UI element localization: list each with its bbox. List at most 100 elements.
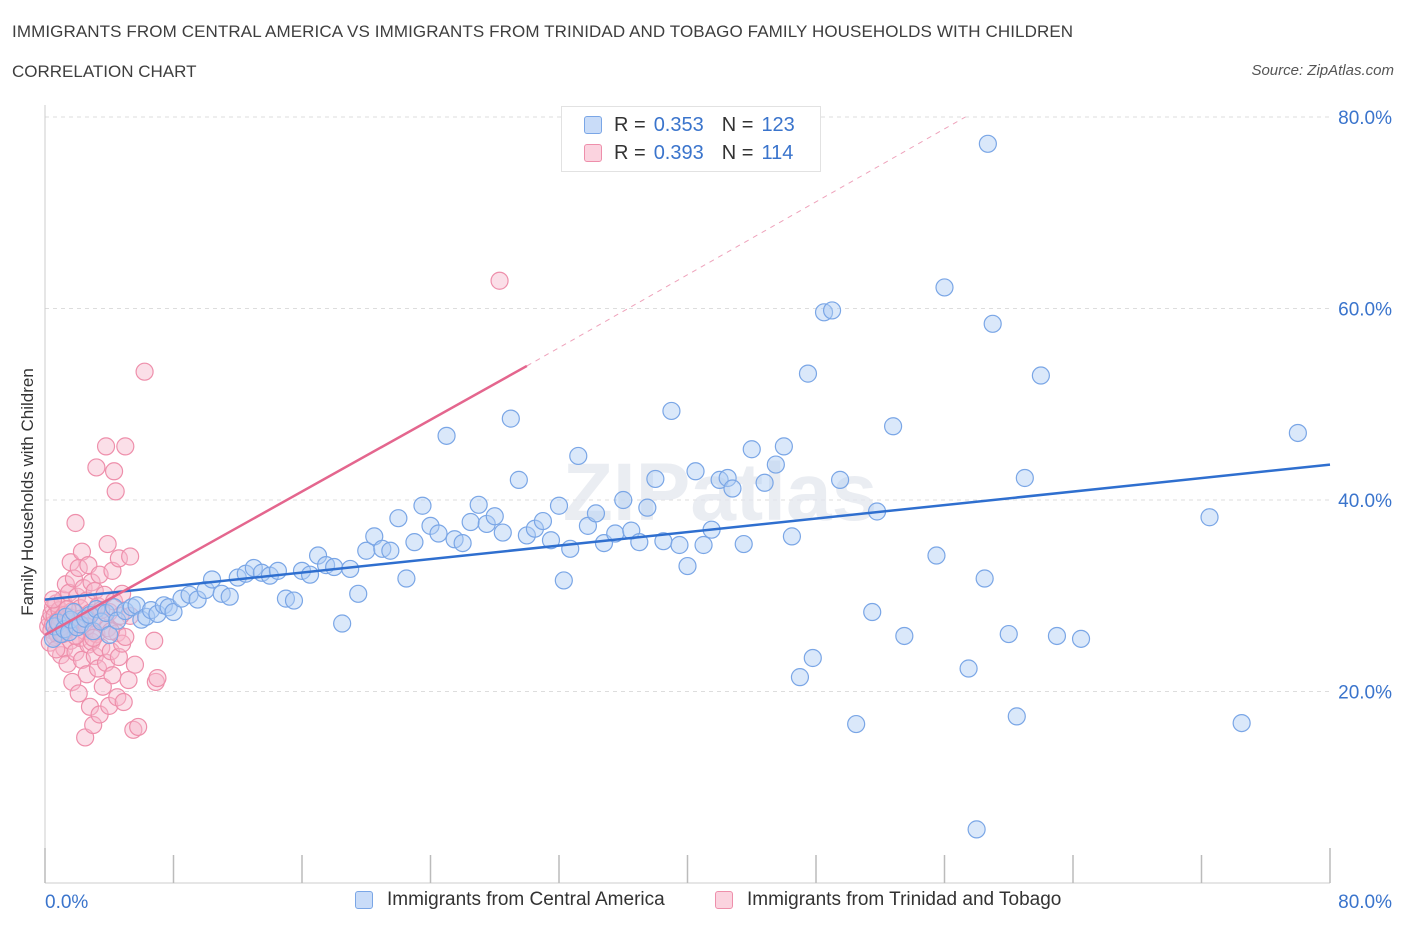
- pink-data-point: [80, 697, 100, 716]
- blue-data-point: [863, 602, 882, 622]
- pink-data-point: [109, 647, 128, 667]
- blue-data-point: [405, 533, 424, 552]
- pink-data-point: [103, 666, 122, 685]
- blue-data-point: [1071, 629, 1091, 648]
- blue-trend-line: [44, 463, 1331, 601]
- blue-data-point: [774, 437, 793, 456]
- blue-data-point: [638, 498, 657, 517]
- blue-data-point: [1232, 713, 1251, 733]
- y-tick-label: 20.0%: [1338, 683, 1392, 704]
- y-tick-label: 40.0%: [1338, 491, 1392, 512]
- trend-lines: [44, 116, 1331, 637]
- blue-data-point: [790, 668, 810, 687]
- blue-data-point: [646, 469, 665, 489]
- blue-data-point: [766, 455, 785, 474]
- blue-data-point: [164, 602, 183, 622]
- pink-data-point: [96, 437, 116, 456]
- blue-data-point: [325, 557, 344, 577]
- n-value-pink: 114: [761, 141, 794, 164]
- blue-data-point: [533, 511, 553, 531]
- pink-data-point: [98, 534, 117, 554]
- blue-data-point: [755, 473, 774, 492]
- blue-data-point: [723, 479, 742, 498]
- legend-label-trinidad-tobago: Immigrants from Trinidad and Tobago: [747, 889, 1062, 910]
- legend-swatch-blue: [355, 891, 373, 909]
- blue-data-point: [678, 556, 697, 576]
- blue-data-point: [999, 624, 1018, 644]
- blue-data-point: [822, 301, 842, 320]
- legend-item-central-america: Immigrants from Central America: [355, 889, 665, 911]
- pink-data-point: [109, 549, 128, 568]
- pink-data-point: [104, 462, 124, 481]
- blue-data-point: [104, 598, 124, 617]
- pink-data-point: [129, 717, 148, 737]
- blue-data-point: [509, 470, 528, 489]
- blue-data-point: [493, 523, 512, 542]
- source-credit: Source: ZipAtlas.com: [1251, 62, 1394, 79]
- blue-data-point: [1200, 508, 1219, 527]
- r-value-blue: 0.353: [653, 113, 704, 136]
- pink-data-point: [84, 715, 103, 735]
- blue-data-point: [541, 531, 561, 550]
- legend-label-central-america: Immigrants from Central America: [387, 889, 665, 910]
- legend-swatch-blue: [584, 116, 602, 134]
- axes: [44, 105, 1331, 884]
- blue-data-point: [549, 496, 569, 515]
- pink-trend-extension: [526, 116, 966, 367]
- blue-data-point: [132, 610, 151, 629]
- blue-data-point: [349, 584, 368, 603]
- blue-data-point: [389, 509, 408, 528]
- blue-data-point: [453, 533, 472, 553]
- r-label: R =: [614, 113, 646, 136]
- blue-data-point: [469, 495, 488, 514]
- blue-data-point: [413, 496, 432, 515]
- pink-data-point: [69, 684, 88, 703]
- pink-data-point: [121, 547, 140, 566]
- pink-data-point: [145, 631, 164, 650]
- r-value-pink: 0.393: [653, 141, 704, 164]
- x-tick-label-start: 0.0%: [45, 892, 88, 913]
- pink-data-point: [148, 668, 167, 688]
- blue-data-point: [967, 820, 986, 839]
- blue-data-point: [1288, 423, 1307, 443]
- blue-data-point: [1031, 366, 1050, 385]
- pink-data-point: [66, 513, 85, 533]
- blue-data-point: [883, 417, 903, 436]
- blue-data-point: [220, 587, 239, 606]
- blue-data-point: [333, 614, 352, 633]
- blue-data-point: [614, 490, 633, 510]
- pink-data-point: [114, 692, 133, 712]
- r-label: R =: [614, 141, 646, 164]
- blue-data-point: [284, 591, 304, 610]
- pink-trend-line: [44, 364, 528, 637]
- pink-data-point: [125, 655, 145, 674]
- blue-data-point: [983, 314, 1002, 333]
- correlation-legend: R = 0.353 N = 123 R = 0.393 N = 114: [561, 106, 821, 172]
- blue-data-point: [782, 527, 802, 546]
- blue-data-point: [662, 401, 681, 421]
- blue-data-point: [686, 462, 705, 481]
- pink-data-point: [124, 720, 143, 739]
- blue-data-point: [1047, 626, 1067, 646]
- pink-data-point: [63, 672, 82, 692]
- tick-labels: 20.0% 40.0% 60.0% 80.0% 0.0% 80.0%: [45, 108, 1392, 913]
- chart-title: IMMIGRANTS FROM CENTRAL AMERICA VS IMMIG…: [12, 22, 1074, 41]
- x-tick-label-end: 80.0%: [1338, 892, 1392, 913]
- blue-data-point: [798, 364, 818, 383]
- series-legend: Immigrants from Central America Immigran…: [0, 889, 1406, 915]
- blue-data-point: [569, 446, 588, 466]
- pink-data-point: [106, 482, 125, 501]
- blue-data-point: [92, 612, 111, 631]
- pink-data-point: [64, 569, 84, 588]
- y-axis-label: Family Households with Children: [18, 368, 37, 616]
- legend-swatch-pink: [715, 891, 733, 909]
- blue-data-point: [694, 535, 713, 555]
- blue-data-point: [742, 440, 761, 459]
- n-label: N =: [721, 141, 754, 164]
- y-tick-label: 60.0%: [1338, 300, 1392, 321]
- n-value-blue: 123: [761, 113, 795, 136]
- blue-data-point: [847, 714, 866, 734]
- blue-data-point: [927, 546, 946, 565]
- pink-data-point: [490, 271, 509, 290]
